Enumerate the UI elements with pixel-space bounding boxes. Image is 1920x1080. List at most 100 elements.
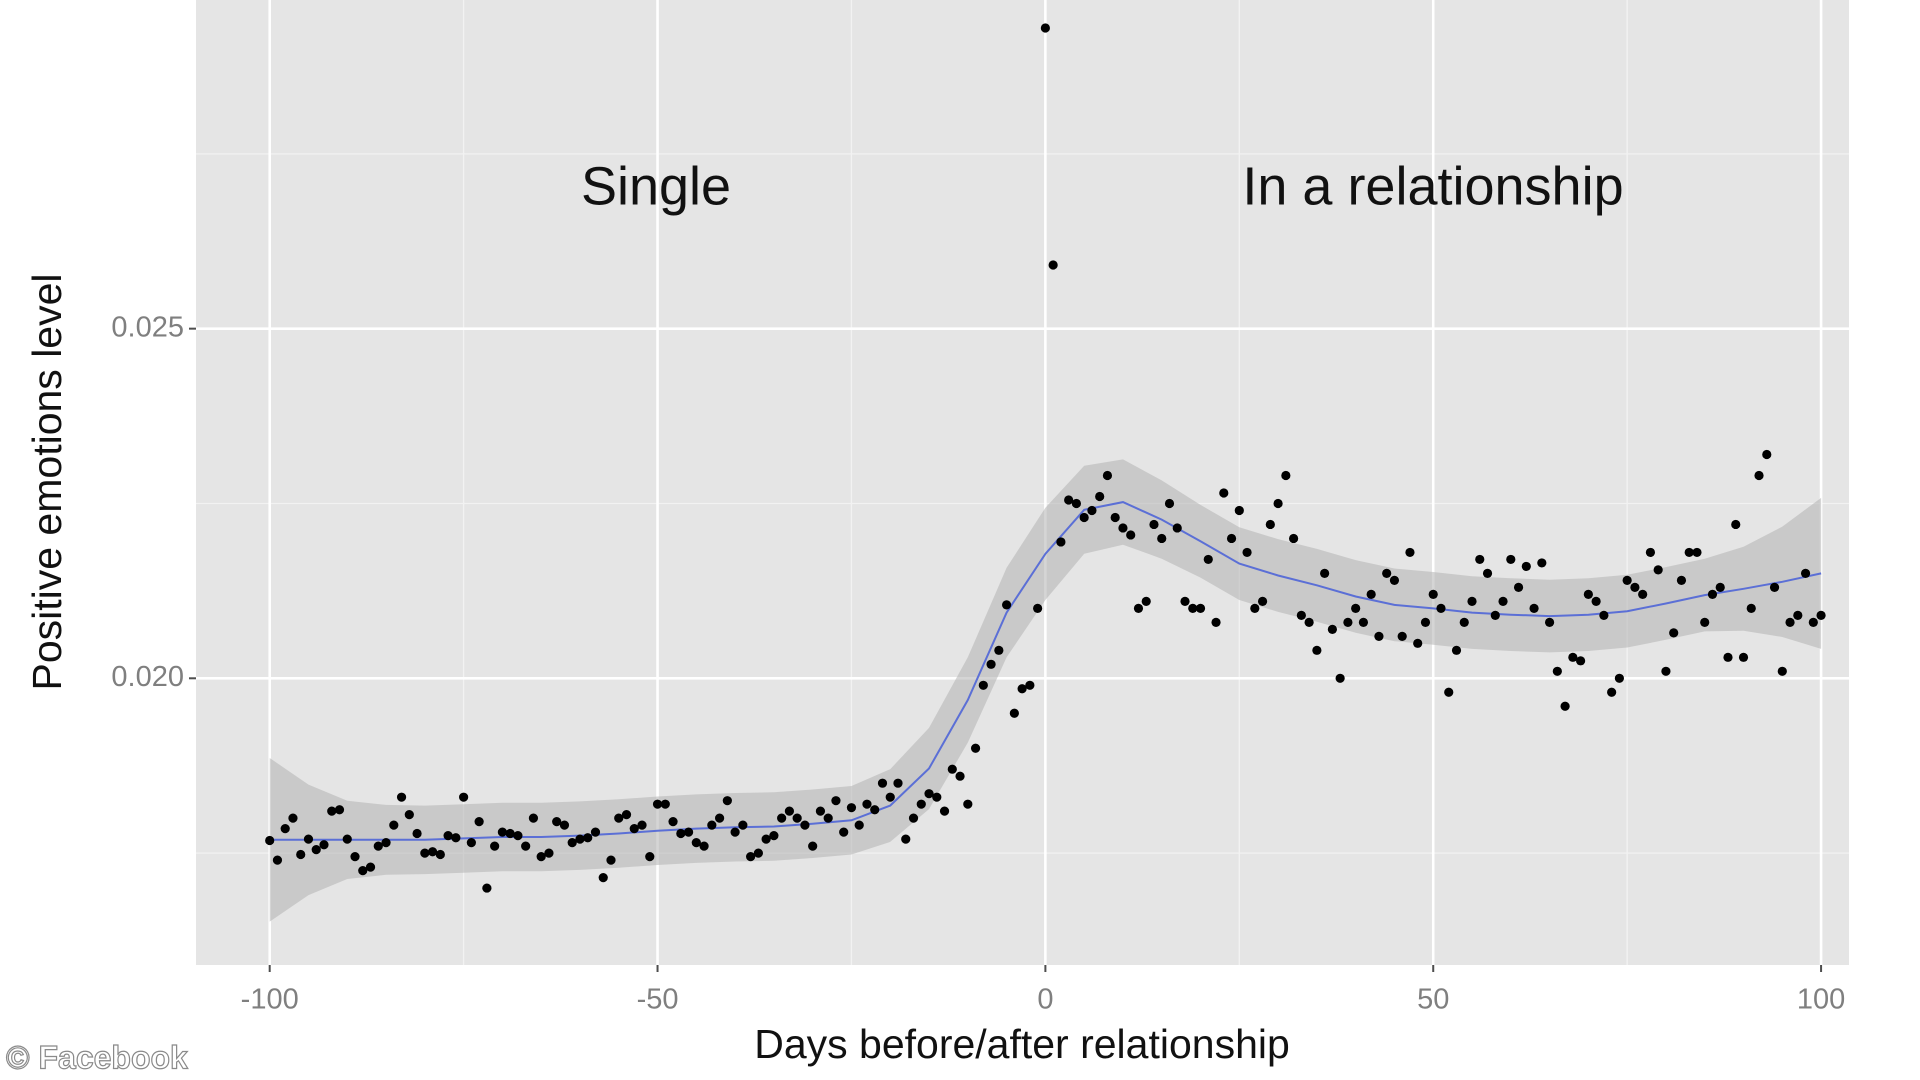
data-point bbox=[513, 831, 523, 841]
data-point bbox=[342, 834, 352, 844]
data-point bbox=[303, 834, 314, 844]
data-point bbox=[1234, 505, 1244, 516]
data-point bbox=[1661, 666, 1671, 676]
data-point bbox=[699, 841, 709, 851]
data-point bbox=[482, 883, 492, 893]
annotation: Single bbox=[581, 156, 731, 216]
data-point bbox=[1583, 589, 1593, 599]
data-point bbox=[924, 789, 934, 799]
data-point bbox=[1195, 603, 1206, 613]
data-point bbox=[265, 835, 275, 846]
data-point bbox=[1001, 600, 1012, 610]
data-point bbox=[1110, 512, 1120, 523]
data-point bbox=[1622, 575, 1632, 585]
x-tick-label: -50 bbox=[637, 984, 679, 1016]
y-tick-label: 0.025 bbox=[111, 311, 184, 343]
data-point bbox=[1017, 684, 1027, 694]
data-point bbox=[1188, 603, 1198, 613]
data-point bbox=[466, 838, 476, 848]
data-point bbox=[1420, 617, 1431, 627]
data-point bbox=[373, 841, 383, 851]
data-point bbox=[1436, 603, 1446, 613]
data-point bbox=[459, 792, 469, 802]
x-tick-label: -100 bbox=[241, 984, 299, 1016]
data-point bbox=[784, 806, 795, 816]
data-point bbox=[1738, 652, 1749, 662]
data-point bbox=[683, 827, 694, 837]
data-point bbox=[505, 828, 515, 839]
data-point bbox=[877, 778, 888, 788]
data-point bbox=[621, 810, 632, 820]
data-point bbox=[598, 872, 608, 883]
data-point bbox=[1529, 603, 1539, 613]
data-point bbox=[660, 799, 670, 809]
data-point bbox=[590, 827, 601, 837]
data-point bbox=[272, 855, 283, 865]
data-point bbox=[1552, 666, 1562, 676]
x-tick-label: 100 bbox=[1797, 984, 1845, 1016]
data-point bbox=[1506, 554, 1516, 565]
data-point bbox=[552, 817, 562, 827]
smooth-line bbox=[269, 501, 1822, 841]
data-point bbox=[1203, 554, 1213, 565]
data-point bbox=[676, 828, 686, 839]
data-point bbox=[1513, 582, 1524, 592]
data-point bbox=[1560, 701, 1570, 711]
data-point bbox=[854, 820, 864, 830]
data-point bbox=[1180, 596, 1190, 606]
data-point bbox=[994, 645, 1004, 655]
data-point bbox=[1405, 547, 1415, 558]
data-point bbox=[1498, 596, 1508, 606]
data-point bbox=[1715, 582, 1725, 592]
data-point bbox=[901, 834, 911, 844]
data-point bbox=[606, 855, 616, 865]
data-point bbox=[1591, 596, 1601, 606]
data-point bbox=[823, 813, 833, 823]
data-point bbox=[1335, 673, 1345, 683]
data-point bbox=[1281, 470, 1291, 481]
data-point bbox=[1537, 558, 1547, 568]
data-point bbox=[490, 841, 500, 851]
data-point bbox=[947, 764, 957, 774]
data-point bbox=[1343, 617, 1353, 627]
data-point bbox=[870, 805, 880, 815]
data-point bbox=[350, 852, 360, 862]
data-point bbox=[862, 799, 872, 809]
data-point bbox=[412, 828, 422, 839]
data-point bbox=[1382, 568, 1392, 579]
data-point bbox=[1172, 523, 1182, 533]
data-point bbox=[1723, 652, 1733, 662]
data-point bbox=[528, 813, 539, 823]
data-point bbox=[1219, 488, 1229, 498]
data-point bbox=[1211, 617, 1221, 627]
data-point bbox=[629, 824, 639, 834]
data-point bbox=[1226, 533, 1237, 544]
data-point bbox=[1746, 603, 1756, 613]
data-point bbox=[1312, 645, 1322, 655]
data-point bbox=[691, 838, 701, 848]
data-point bbox=[1118, 523, 1128, 533]
data-point bbox=[761, 834, 771, 844]
data-point bbox=[955, 771, 965, 781]
data-point bbox=[451, 833, 461, 843]
x-tick-label: 0 bbox=[1037, 984, 1053, 1016]
data-point bbox=[1521, 561, 1531, 572]
watermark: © Facebook bbox=[6, 1039, 188, 1075]
data-point bbox=[536, 852, 546, 862]
annotation: In a relationship bbox=[1242, 156, 1623, 216]
data-point bbox=[1544, 617, 1555, 627]
data-point bbox=[334, 805, 345, 815]
data-point bbox=[1800, 568, 1811, 579]
data-point bbox=[970, 743, 981, 753]
data-point bbox=[1475, 554, 1485, 565]
data-point bbox=[1413, 638, 1423, 648]
data-point bbox=[815, 806, 826, 816]
data-point bbox=[1638, 589, 1648, 599]
data-point bbox=[645, 852, 655, 862]
data-point bbox=[1614, 673, 1624, 683]
data-point bbox=[1087, 505, 1097, 516]
x-axis-title: Days before/after relationship bbox=[754, 1021, 1290, 1067]
data-point bbox=[637, 820, 647, 830]
data-point bbox=[932, 792, 942, 802]
